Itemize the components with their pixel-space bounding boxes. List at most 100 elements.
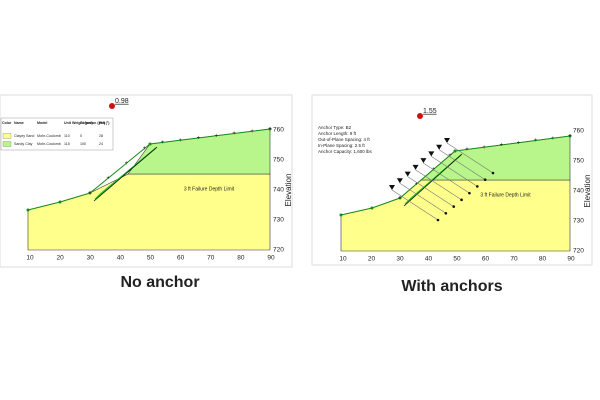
color-swatch (2, 141, 12, 147)
anchor-end (491, 171, 495, 175)
anchor-end (468, 191, 471, 195)
table-cell: 28 (99, 134, 103, 138)
surface-node (26, 208, 30, 212)
caption: With anchors (401, 278, 502, 295)
anchor (431, 156, 478, 187)
anchor (415, 169, 462, 201)
surface-marker: + (465, 147, 469, 153)
table-cell: Clayey Sand (14, 134, 34, 138)
y-tick-label: 750 (573, 158, 584, 165)
surface-node (339, 213, 343, 217)
table-cell: Sandy Clay (14, 142, 33, 146)
table-cell: Mohr-Coulomb (37, 142, 61, 146)
anchor (423, 162, 470, 194)
surface-marker: + (161, 140, 165, 146)
x-tick-label: 80 (237, 255, 245, 262)
anchor-property: In-Plane Spacing: 2.5 ft (318, 143, 366, 148)
depth-limit-label: 3 ft Failure Depth Limit (184, 186, 235, 192)
surface-node (268, 127, 272, 131)
x-tick-label: 90 (567, 256, 575, 263)
y-tick-label: 760 (573, 128, 584, 135)
anchor (446, 142, 494, 174)
x-tick-label: 70 (510, 256, 518, 263)
surface-node (148, 142, 152, 146)
table-header: Name (14, 121, 24, 125)
x-tick-label: 40 (117, 255, 125, 262)
surface-marker: + (106, 176, 110, 182)
x-tick-label: 90 (267, 255, 275, 262)
surface-marker: + (88, 191, 92, 197)
surface-node (568, 134, 572, 138)
table-header: Phi (°) (99, 121, 110, 125)
anchor-head (389, 185, 395, 190)
x-tick-label: 20 (368, 256, 376, 263)
y-tick-label: 760 (273, 127, 284, 134)
surface-marker: + (568, 134, 572, 140)
anchor-head (428, 151, 435, 157)
anchor (438, 149, 486, 180)
surface-node (88, 191, 92, 195)
anchor-head (436, 144, 443, 150)
x-tick-label: 10 (26, 255, 34, 262)
anchor-head (444, 138, 450, 143)
table-header: Unit Weight (pcf) (64, 121, 93, 125)
table-cell: Mohr-Coulomb (37, 134, 61, 138)
y-tick-label: 750 (273, 157, 284, 164)
critical-surface (403, 153, 463, 207)
anchor-end (436, 218, 440, 222)
surface-node (58, 200, 62, 204)
y-tick-label: 730 (273, 217, 284, 224)
color-swatch (2, 133, 12, 139)
surface-marker: + (250, 129, 254, 135)
surface-marker: + (232, 131, 236, 137)
surface-node (370, 206, 374, 210)
surface-marker: + (179, 138, 183, 144)
x-tick-label: 50 (147, 255, 155, 262)
table-cell: 0 (80, 134, 82, 138)
x-tick-label: 60 (177, 255, 185, 262)
surface-marker: + (448, 153, 452, 159)
surface-marker: + (415, 181, 419, 187)
x-tick-label: 10 (339, 256, 347, 263)
table-header: Color (2, 121, 12, 125)
fos-marker (417, 113, 423, 119)
y-tick-label: 730 (573, 218, 584, 225)
table-header: Cohesion (psf) (80, 121, 106, 125)
x-tick-label: 80 (539, 256, 547, 263)
caption: No anchor (120, 274, 199, 291)
y-tick-label: 740 (273, 187, 284, 194)
anchor-end (452, 205, 456, 208)
anchor-property: Anchor Capacity: 1,600 lbs (318, 149, 373, 154)
surface-marker: + (517, 140, 521, 146)
y-axis-label: Elevation (284, 174, 293, 207)
anchor-head (420, 158, 427, 164)
anchor-head (404, 171, 411, 177)
surface-marker: + (215, 133, 219, 139)
table-cell: 100 (80, 142, 86, 146)
factor-of-safety: 0.98 (115, 98, 129, 105)
surface-node (453, 149, 457, 153)
anchor-end (475, 185, 479, 188)
surface-node (398, 196, 402, 200)
surface-marker: + (143, 146, 147, 152)
depth-limit-label: 3 ft Failure Depth Limit (480, 192, 531, 198)
surface-marker: + (551, 136, 555, 142)
surface-marker: + (500, 143, 504, 149)
anchor (391, 189, 439, 221)
surface-marker: + (398, 196, 402, 202)
y-tick-label: 720 (573, 248, 584, 255)
table-cell: 110 (64, 134, 70, 138)
table-frame (0, 117, 114, 151)
anchor-end (460, 198, 463, 202)
anchor-end (483, 178, 487, 182)
surface-marker: + (125, 161, 129, 167)
fos-marker (109, 103, 115, 109)
anchor-end (444, 211, 448, 215)
x-tick-label: 70 (207, 255, 215, 262)
y-axis-label: Elevation (583, 175, 592, 208)
anchor-property: Out-of-Plane Spacing: 4 ft (318, 137, 371, 142)
critical-surface (93, 146, 158, 202)
y-tick-label: 740 (573, 188, 584, 195)
factor-of-safety: 1.55 (423, 108, 437, 115)
